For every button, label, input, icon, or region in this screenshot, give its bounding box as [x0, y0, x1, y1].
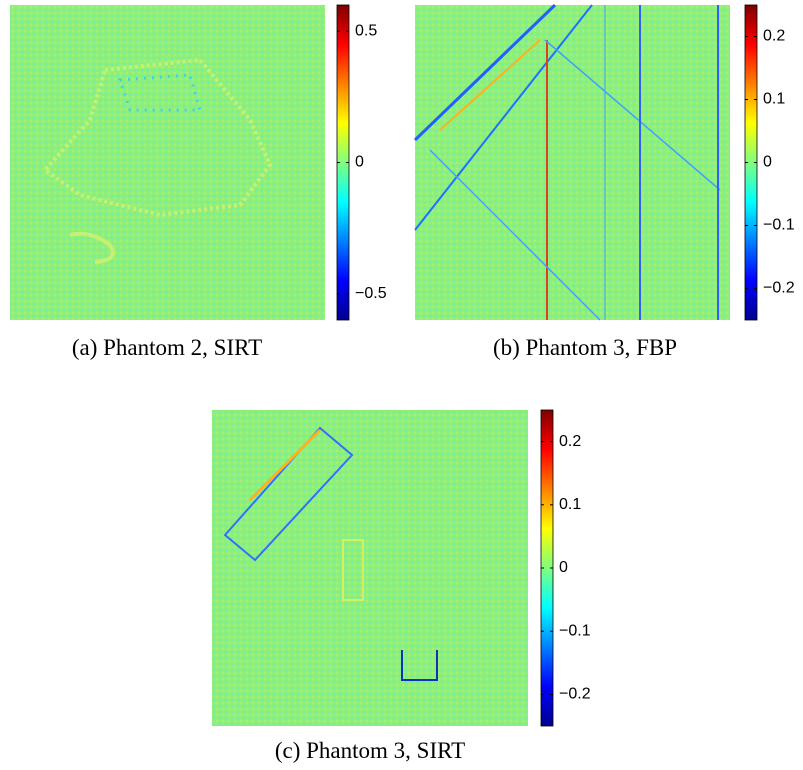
- colorbar-tick-label: 0.2: [559, 433, 581, 450]
- colorbar-tick-label: 0.2: [763, 28, 785, 45]
- image-c: [212, 410, 528, 726]
- colorbar-tick-label: −0.5: [355, 285, 387, 302]
- image-b: [413, 3, 730, 321]
- colorbar-tick-label: −0.2: [763, 280, 795, 297]
- colorbar-tick-label: 0.1: [559, 496, 581, 513]
- panels: −0.5 0 0.5 (a) Phantom 2, SIRT −0.2 −0.1 0 0.1 0…: [72, 4, 795, 763]
- colorbar-tick-label: −0.1: [763, 217, 795, 234]
- colorbar-tick-label: 0.1: [763, 91, 785, 108]
- caption: (c) Phantom 3, SIRT: [275, 738, 465, 763]
- colorbar-tick-label: −0.2: [559, 686, 591, 703]
- colorbar-tick-label: 0: [559, 559, 568, 576]
- colorbar-tick-label: 0: [355, 154, 364, 171]
- caption: (a) Phantom 2, SIRT: [72, 335, 262, 360]
- colorbar-tick-label: 0.5: [355, 22, 377, 39]
- caption: (b) Phantom 3, FBP: [493, 335, 677, 360]
- image-a: [10, 5, 325, 320]
- colorbar-tick-label: 0: [763, 154, 772, 171]
- colorbar-tick-label: −0.1: [559, 622, 591, 639]
